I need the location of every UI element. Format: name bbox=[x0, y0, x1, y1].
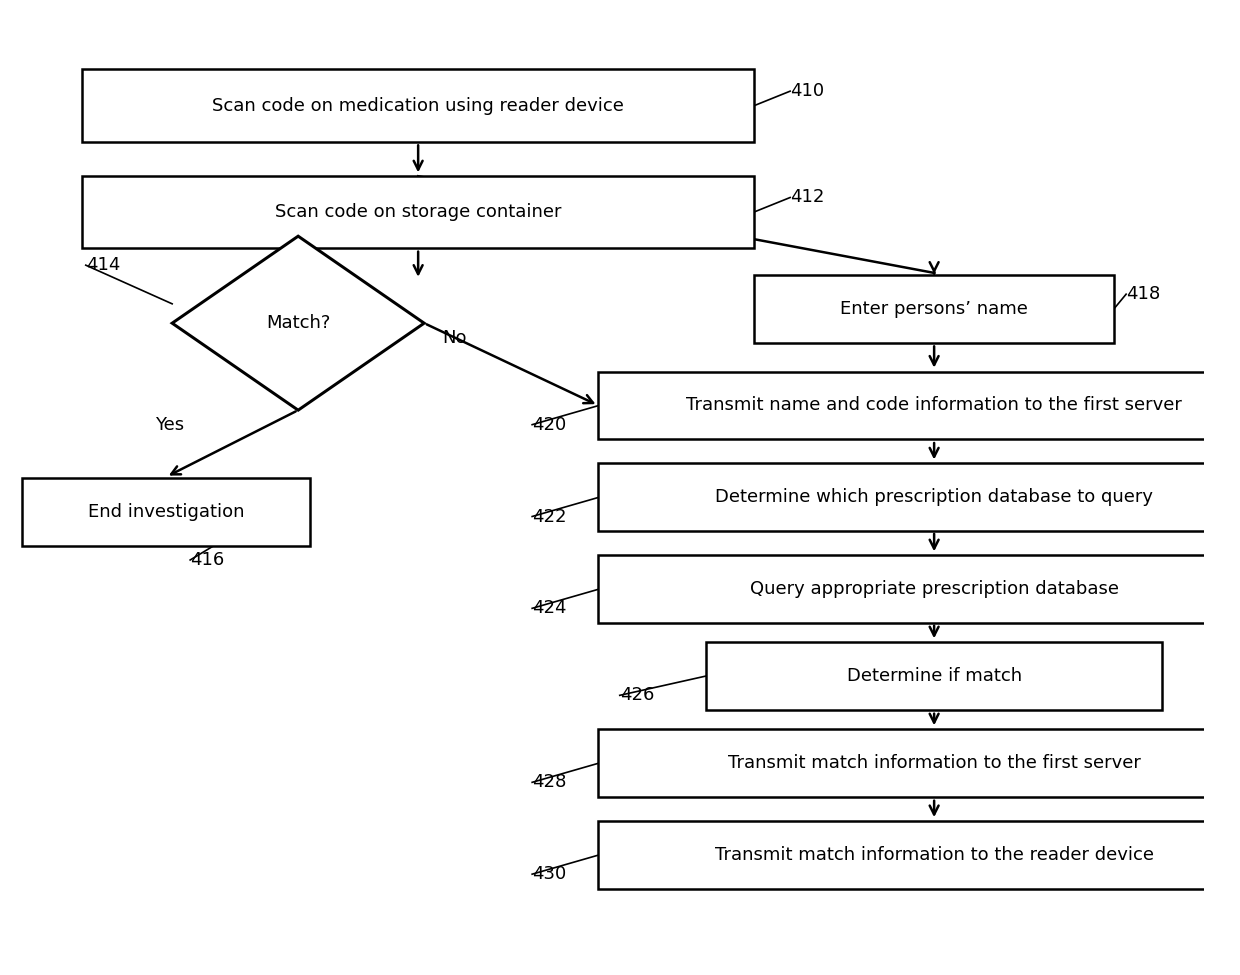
FancyBboxPatch shape bbox=[82, 176, 754, 249]
Text: 430: 430 bbox=[532, 865, 567, 883]
FancyBboxPatch shape bbox=[598, 555, 1240, 623]
Text: Determine which prescription database to query: Determine which prescription database to… bbox=[715, 488, 1153, 506]
Text: Yes: Yes bbox=[155, 415, 185, 434]
Text: 420: 420 bbox=[532, 415, 567, 434]
Text: 416: 416 bbox=[190, 551, 224, 569]
Text: 412: 412 bbox=[790, 188, 825, 207]
Text: Transmit name and code information to the first server: Transmit name and code information to th… bbox=[686, 396, 1182, 414]
FancyBboxPatch shape bbox=[706, 643, 1162, 710]
Text: Transmit match information to the first server: Transmit match information to the first … bbox=[728, 754, 1141, 772]
Text: 422: 422 bbox=[532, 508, 567, 526]
Polygon shape bbox=[172, 236, 424, 410]
FancyBboxPatch shape bbox=[598, 729, 1240, 797]
Text: No: No bbox=[441, 329, 466, 347]
Text: 418: 418 bbox=[1126, 285, 1161, 303]
Text: Enter persons’ name: Enter persons’ name bbox=[841, 299, 1028, 318]
Text: 424: 424 bbox=[532, 600, 567, 617]
Text: 426: 426 bbox=[620, 686, 655, 704]
FancyBboxPatch shape bbox=[754, 275, 1114, 342]
Text: Transmit match information to the reader device: Transmit match information to the reader… bbox=[714, 846, 1153, 864]
Text: Scan code on medication using reader device: Scan code on medication using reader dev… bbox=[212, 97, 624, 115]
FancyBboxPatch shape bbox=[22, 478, 310, 545]
FancyBboxPatch shape bbox=[598, 371, 1240, 439]
Text: Determine if match: Determine if match bbox=[847, 667, 1022, 685]
Text: End investigation: End investigation bbox=[88, 503, 244, 521]
FancyBboxPatch shape bbox=[598, 821, 1240, 888]
Text: 414: 414 bbox=[86, 256, 120, 274]
Text: 428: 428 bbox=[532, 773, 567, 792]
Text: Scan code on storage container: Scan code on storage container bbox=[275, 203, 562, 221]
Text: Query appropriate prescription database: Query appropriate prescription database bbox=[750, 580, 1118, 598]
FancyBboxPatch shape bbox=[598, 463, 1240, 531]
FancyBboxPatch shape bbox=[82, 69, 754, 142]
Text: Match?: Match? bbox=[265, 314, 330, 332]
Text: 410: 410 bbox=[790, 82, 825, 100]
